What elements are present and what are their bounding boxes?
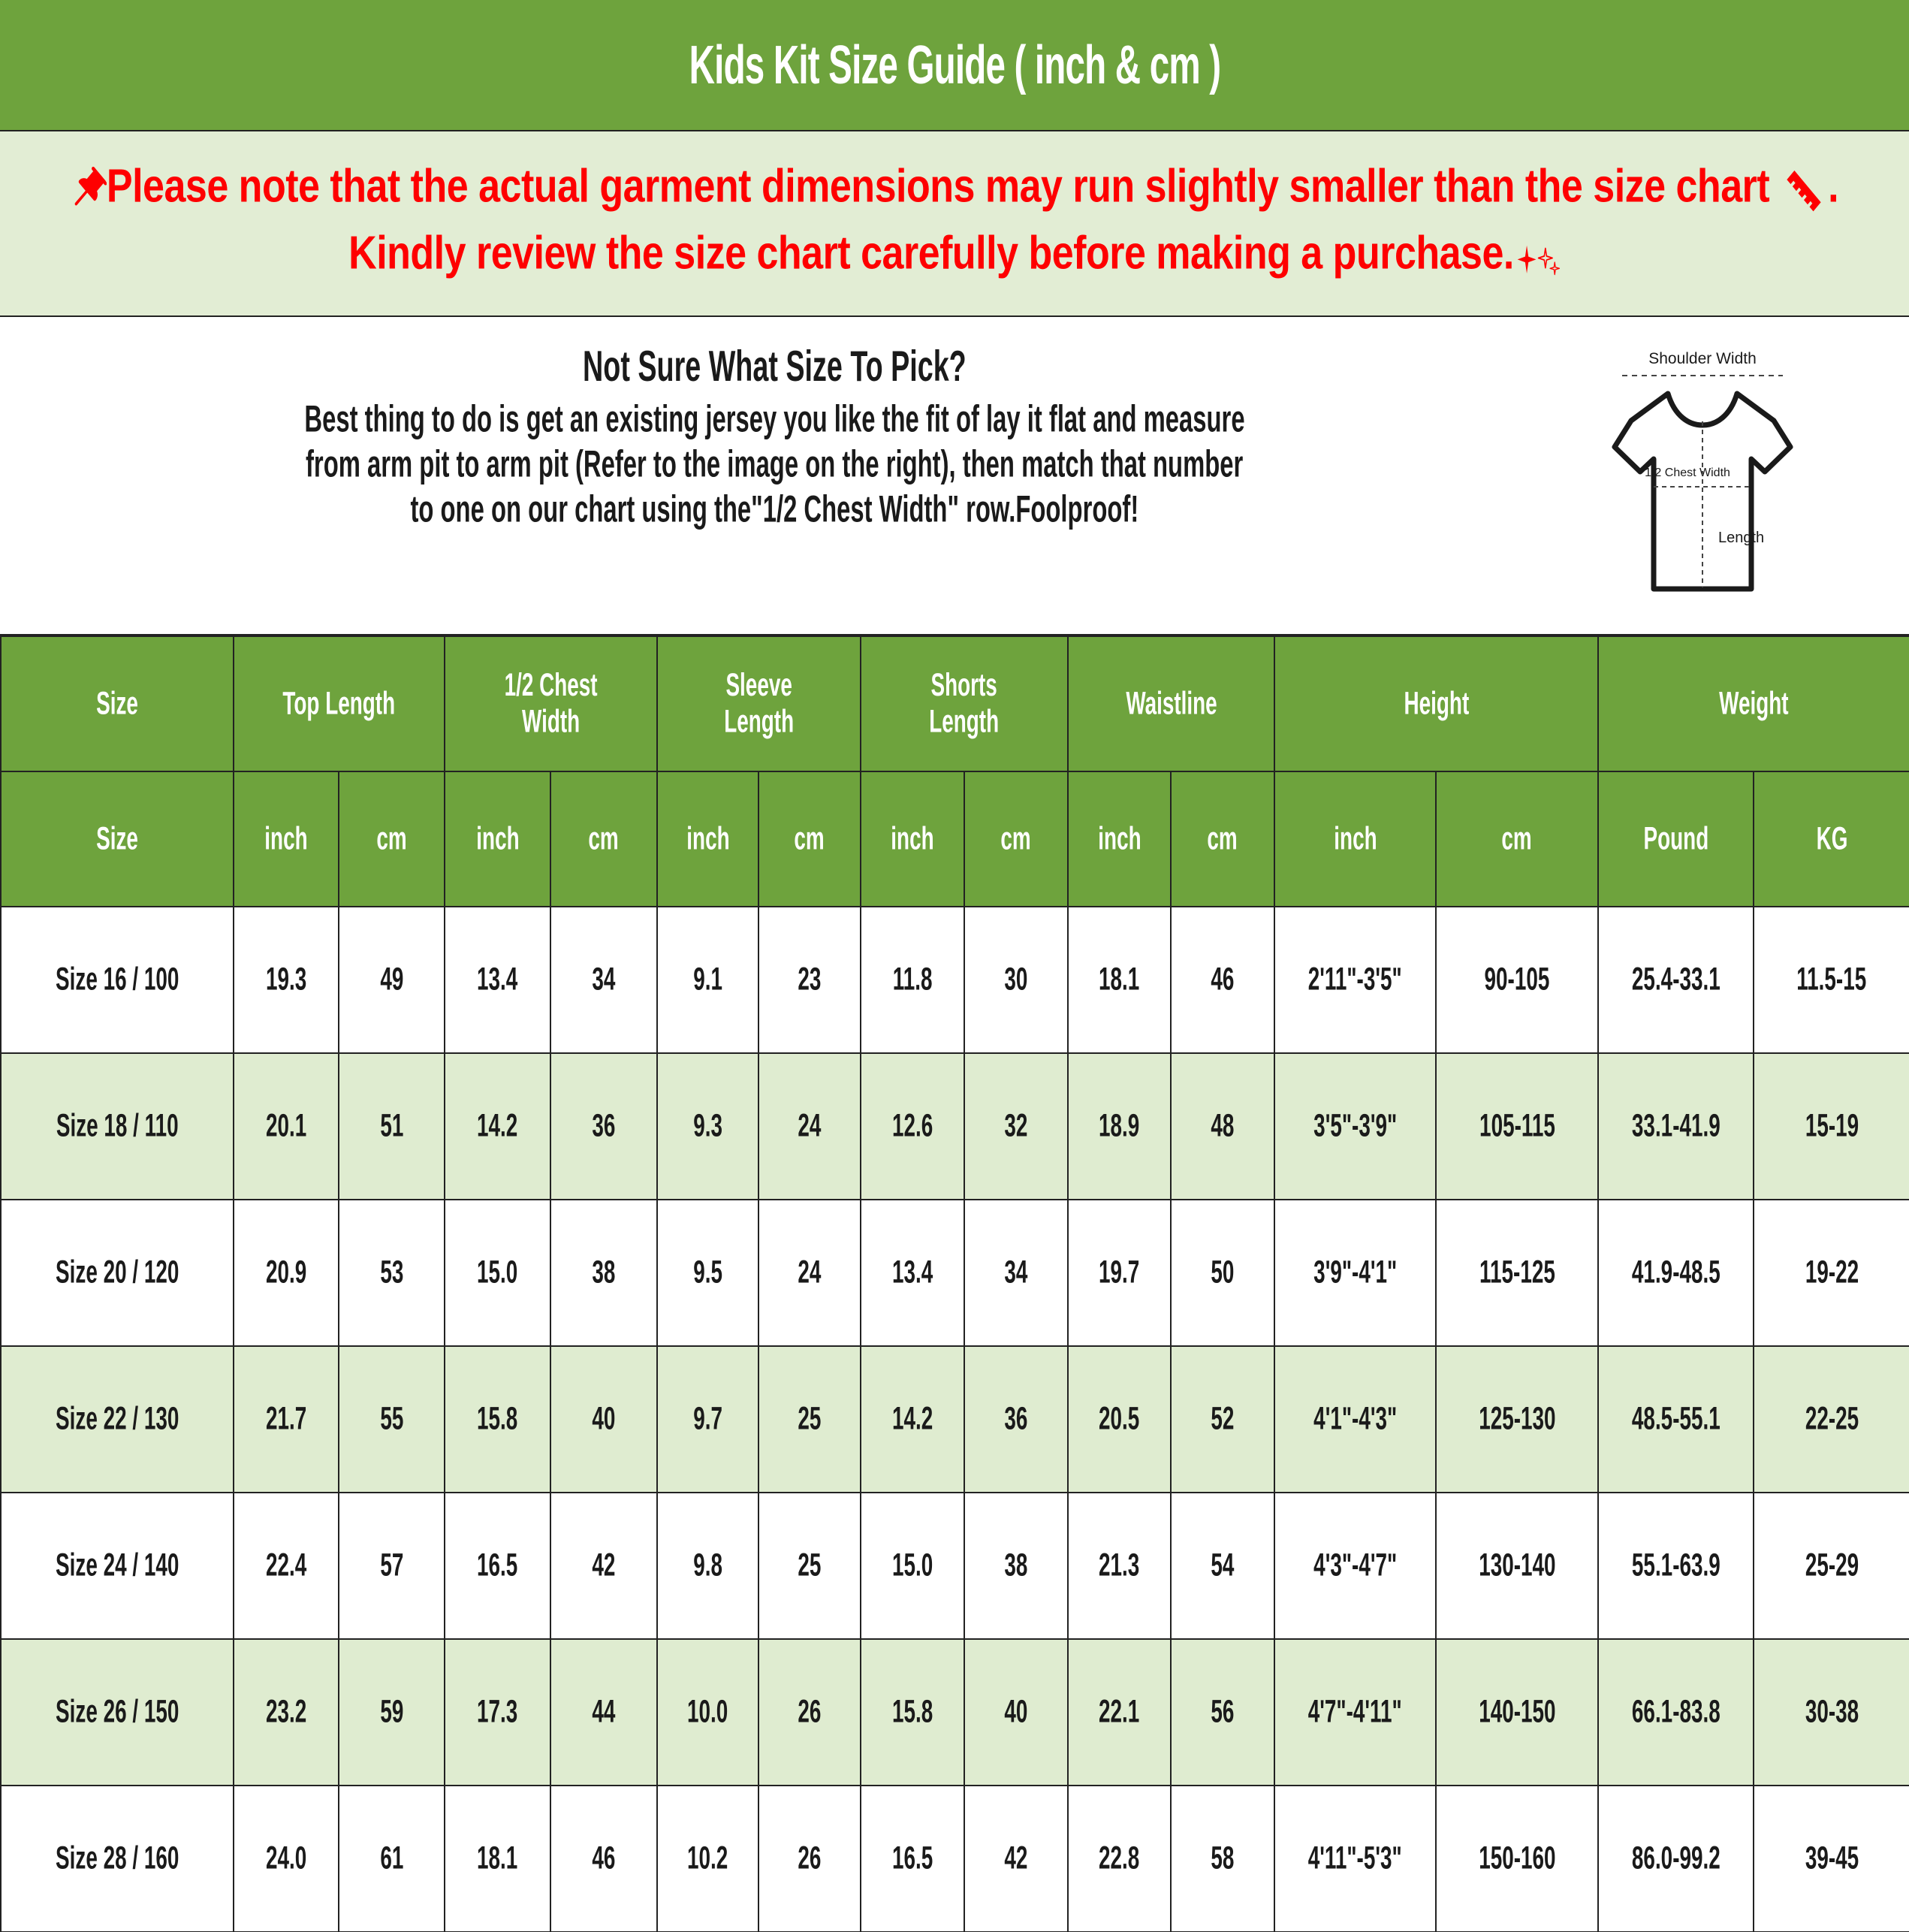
svg-text:Length: Length bbox=[1718, 530, 1764, 546]
svg-text:1/2 Chest Width: 1/2 Chest Width bbox=[1645, 466, 1730, 479]
svg-text:Shoulder Width: Shoulder Width bbox=[1648, 350, 1757, 367]
